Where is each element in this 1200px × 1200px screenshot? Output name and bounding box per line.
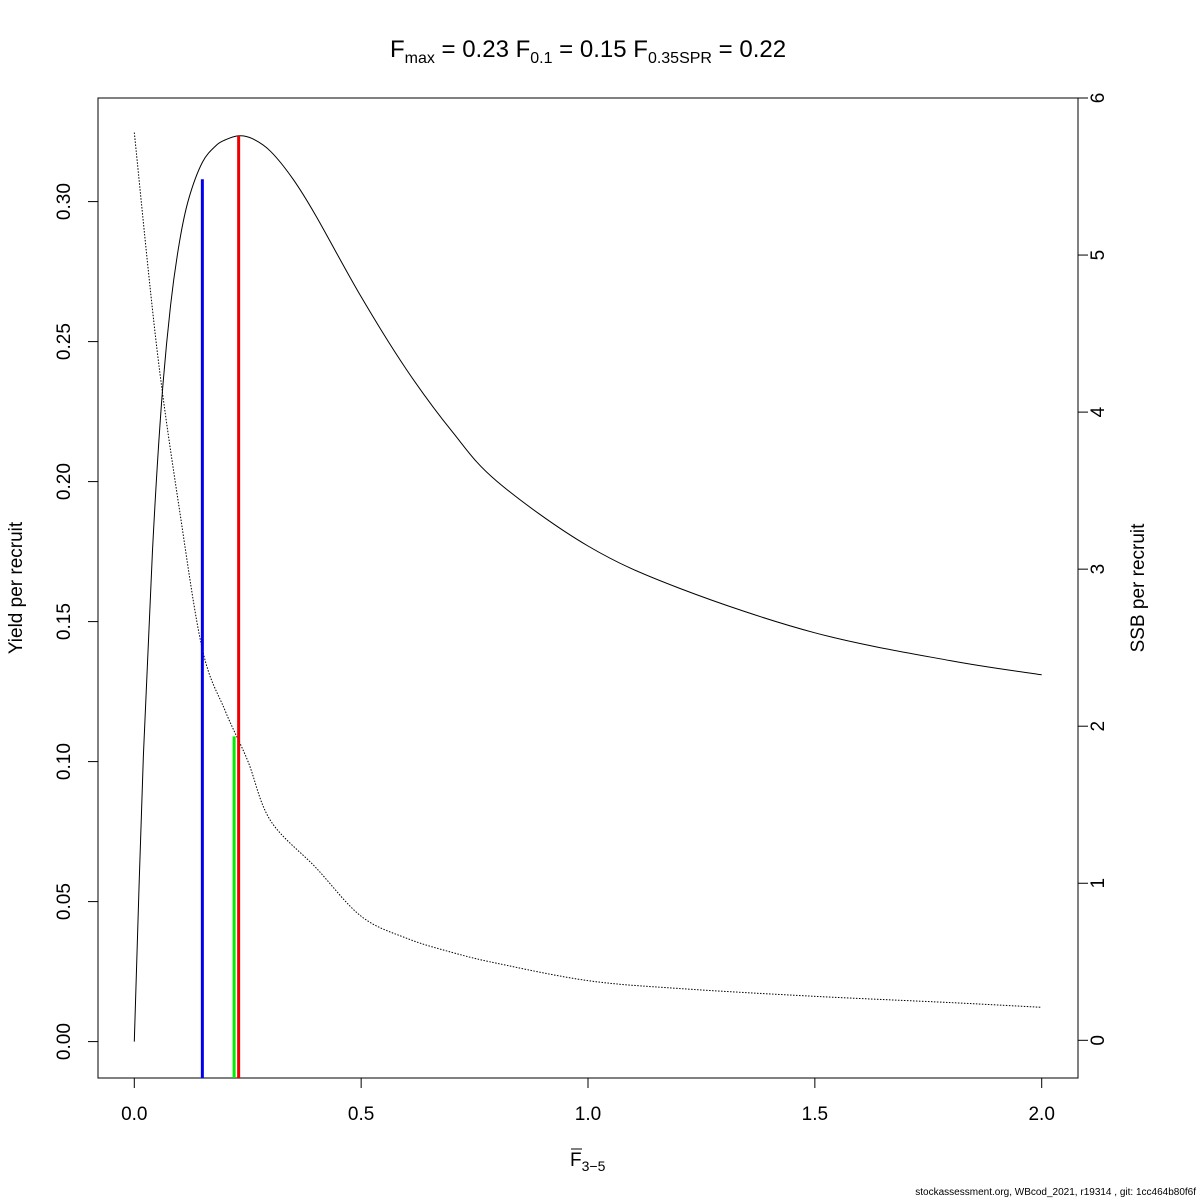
- plot-frame: [97, 97, 1079, 1079]
- x-tick-label: 0.0: [121, 1104, 147, 1125]
- title-fmax-subscript: max: [405, 50, 435, 67]
- ssb-per-recruit-line: [133, 132, 1042, 1008]
- y-right-tick-label: 5: [1088, 250, 1109, 261]
- y-right-tick-label: 2: [1088, 721, 1109, 732]
- series-layer: [133, 132, 1042, 1042]
- x-axis-label-symbol: F: [570, 1150, 582, 1171]
- y-left-tick-label: 0.15: [54, 603, 75, 640]
- y-left-tick-label: 0.00: [54, 1023, 75, 1060]
- y-axis-right: 0 1 2 3 4 5 6: [1077, 93, 1109, 1046]
- x-axis: 0.0 0.5 1.0 1.5 2.0: [121, 1077, 1055, 1125]
- title-fmax-symbol: F: [390, 36, 405, 63]
- title-f01-subscript: 0.1: [530, 50, 552, 67]
- y-axis-left: 0.00 0.05 0.10 0.15 0.20 0.25 0.30: [54, 183, 99, 1060]
- y-axis-right-label: SSB per recruit: [1128, 523, 1149, 653]
- title-f01-symbol: F: [516, 36, 531, 63]
- title-f035spr-symbol: F: [633, 36, 648, 63]
- x-tick-label: 1.5: [802, 1104, 828, 1125]
- x-tick-label: 1.0: [575, 1104, 601, 1125]
- x-tick-label: 0.5: [348, 1104, 374, 1125]
- y-right-tick-label: 6: [1088, 93, 1109, 104]
- title-f035spr-value: 0.22: [739, 36, 786, 63]
- y-left-tick-label: 0.05: [54, 883, 75, 920]
- x-axis-label-subscript: 3−5: [582, 1158, 606, 1174]
- y-right-tick-label: 0: [1088, 1035, 1109, 1046]
- y-right-tick-label: 4: [1088, 406, 1109, 417]
- y-left-tick-label: 0.10: [54, 743, 75, 780]
- footer-credit: stockassessment.org, WBcod_2021, r19314 …: [915, 1187, 1196, 1198]
- y-left-tick-label: 0.25: [54, 323, 75, 360]
- x-axis-label: F3−5: [570, 1150, 606, 1174]
- title-f01-value: 0.15: [580, 36, 627, 63]
- y-left-tick-label: 0.20: [54, 463, 75, 500]
- y-axis-left-label: Yield per recruit: [6, 521, 27, 654]
- y-left-tick-label: 0.30: [54, 183, 75, 220]
- y-right-tick-label: 3: [1088, 564, 1109, 575]
- x-tick-label: 2.0: [1028, 1104, 1054, 1125]
- title-f035spr-subscript: 0.35SPR: [648, 50, 712, 67]
- y-right-tick-label: 1: [1088, 878, 1109, 889]
- title-fmax-value: 0.23: [462, 36, 509, 63]
- chart-title: Fmax = 0.23 F0.1 = 0.15 F0.35SPR = 0.22: [390, 36, 786, 67]
- yield-per-recruit-line: [133, 135, 1042, 1042]
- reference-lines: [200, 135, 241, 1078]
